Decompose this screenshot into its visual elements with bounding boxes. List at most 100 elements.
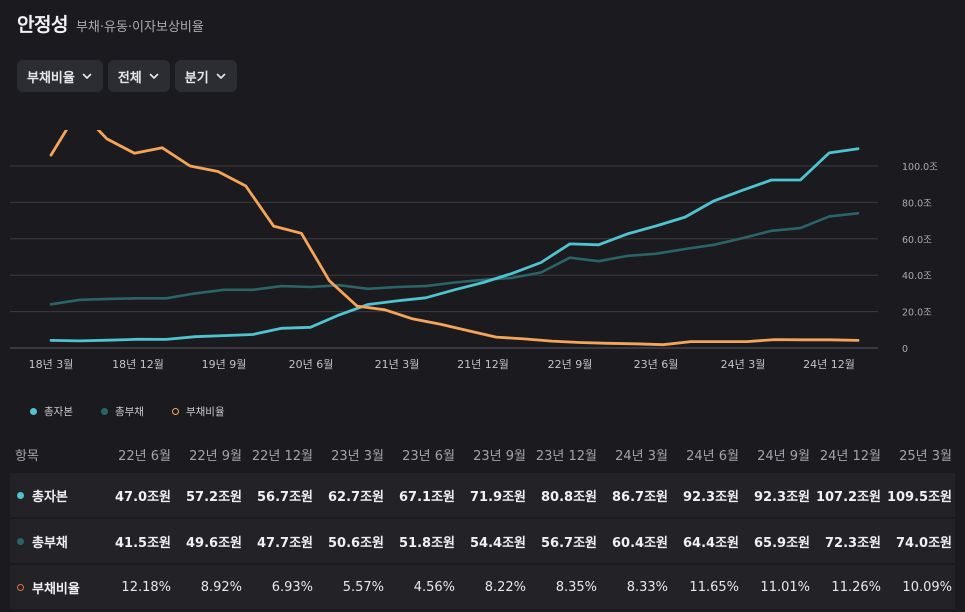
column-header: 24년 3월 [615, 448, 668, 464]
table-cell: 47.0조원 [115, 489, 171, 505]
table-cell: 56.7조원 [541, 535, 597, 551]
interval-dropdown[interactable]: 분기 [174, 60, 237, 92]
x-tick-label: 21년 3월 [375, 358, 420, 371]
chart-legend: 총자본 총부채 부채비율 [30, 404, 225, 419]
legend-label: 총자본 [44, 406, 73, 418]
row-label: 부채비율 [32, 581, 80, 597]
table-row-total-capital[interactable]: 총자본 47.0조원 57.2조원 56.7조원 62.7조원 67.1조원 7… [10, 473, 955, 517]
row-ring-icon [17, 583, 24, 591]
page-title: 안정성 [17, 14, 68, 36]
column-header: 23년 9월 [473, 448, 526, 464]
table-cell: 72.3조원 [825, 535, 881, 551]
column-header: 24년 9월 [757, 448, 810, 464]
table-header-row: 항목 22년 6월 22년 9월 22년 12월 23년 3월 23년 6월 2… [10, 435, 955, 473]
series-line-total-debt[interactable] [49, 212, 860, 306]
table-cell: 8.22% [484, 579, 526, 595]
table-cell: 80.8조원 [541, 489, 597, 505]
row-label-cell: 총자본 [10, 486, 100, 505]
legend-ring-icon [171, 408, 179, 415]
legend-item-total-debt[interactable]: 총부채 [100, 404, 144, 419]
table-cell: 67.1조원 [399, 489, 455, 505]
page-subtitle: 부채·유동·이자보상비율 [75, 20, 204, 35]
x-tick-label: 22년 9월 [548, 358, 593, 371]
x-tick-label: 21년 12월 [457, 358, 509, 371]
x-tick-label: 20년 6월 [289, 358, 334, 371]
chevron-down-icon [216, 73, 225, 79]
table-cell: 107.2조원 [815, 489, 881, 505]
table-cell: 57.2조원 [186, 489, 242, 505]
table-cell: 8.35% [555, 579, 597, 595]
table-cell: 50.6조원 [328, 535, 384, 551]
legend-item-debt-ratio[interactable]: 부채비율 [171, 404, 225, 419]
legend-dot-icon [30, 408, 37, 415]
column-header: 23년 6월 [402, 448, 455, 464]
row-dot-icon [17, 537, 24, 545]
table-row-debt-ratio[interactable]: 부채비율 12.18% 8.92% 6.93% 5.57% 4.56% 8.22… [10, 565, 955, 609]
table-cell: 8.33% [626, 579, 668, 595]
y-tick-label: 80.0조 [902, 198, 932, 209]
series-line-debt-ratio[interactable] [49, 130, 860, 347]
row-label: 총자본 [32, 489, 68, 505]
table-cell: 6.93% [271, 579, 313, 595]
table-cell: 41.5조원 [115, 535, 171, 551]
column-header: 22년 6월 [118, 448, 171, 464]
table-cell: 8.92% [200, 579, 242, 595]
column-header: 24년 12월 [819, 448, 881, 464]
page-header: 안정성 부채·유동·이자보상비율 [17, 10, 204, 37]
chevron-down-icon [82, 73, 92, 79]
interval-dropdown-label: 분기 [184, 70, 209, 86]
table-cell: 10.09% [902, 579, 952, 595]
x-tick-label: 24년 3월 [721, 358, 766, 371]
x-tick-label: 19년 9월 [202, 358, 247, 371]
row-label-cell: 총부채 [10, 532, 100, 551]
metric-dropdown-label: 부채비율 [27, 70, 75, 86]
filter-bar: 부채비율 전체 분기 [17, 60, 237, 92]
row-dot-icon [17, 491, 24, 499]
column-header: 22년 9월 [189, 448, 242, 464]
row-label-cell: 부채비율 [10, 578, 100, 597]
legend-item-total-capital[interactable]: 총자본 [30, 404, 73, 419]
table-cell: 86.7조원 [612, 489, 668, 505]
metric-dropdown[interactable]: 부채비율 [17, 60, 103, 92]
legend-dot-icon [100, 408, 108, 415]
y-tick-label: 0 [902, 344, 908, 355]
table-cell: 47.7조원 [257, 535, 313, 551]
table-cell: 4.56% [413, 579, 455, 595]
y-tick-label: 40.0조 [902, 271, 932, 282]
period-range-dropdown-label: 전체 [117, 70, 142, 86]
chevron-down-icon [149, 73, 159, 79]
legend-label: 총부채 [114, 406, 144, 418]
period-range-dropdown[interactable]: 전체 [107, 60, 170, 92]
table-cell: 11.26% [831, 579, 881, 595]
table-cell: 74.0조원 [896, 535, 952, 551]
table-header-item: 항목 [15, 448, 39, 464]
table-cell: 65.9조원 [754, 535, 810, 551]
column-header: 23년 12월 [535, 448, 597, 464]
column-header: 23년 3월 [331, 448, 384, 464]
table-cell: 64.4조원 [683, 535, 739, 551]
x-tick-label: 24년 12월 [803, 358, 855, 371]
data-table: 항목 22년 6월 22년 9월 22년 12월 23년 3월 23년 6월 2… [10, 435, 955, 611]
series-line-total-capital[interactable] [49, 147, 860, 343]
table-row-total-debt[interactable]: 총부채 41.5조원 49.6조원 47.7조원 50.6조원 51.8조원 5… [10, 519, 955, 563]
y-tick-label: 100.0조 [902, 162, 938, 173]
row-label: 총부채 [32, 535, 68, 551]
table-cell: 60.4조원 [612, 535, 668, 551]
table-cell: 109.5조원 [886, 489, 952, 505]
table-cell: 51.8조원 [399, 535, 455, 551]
table-cell: 5.57% [342, 579, 384, 595]
table-cell: 92.3조원 [754, 489, 810, 505]
table-cell: 71.9조원 [470, 489, 526, 505]
x-tick-label: 18년 3월 [29, 358, 74, 371]
column-header: 22년 12월 [251, 448, 313, 464]
table-cell: 92.3조원 [683, 489, 739, 505]
table-cell: 56.7조원 [257, 489, 313, 505]
x-tick-label: 23년 6월 [634, 358, 679, 371]
table-cell: 62.7조원 [328, 489, 384, 505]
table-cell: 12.18% [121, 579, 171, 595]
stability-line-chart[interactable]: 0 20.0조 40.0조 60.0조 80.0조 100.0조 18년 3월 18년 12월… [0, 130, 965, 390]
column-header: 25년 3월 [899, 448, 952, 464]
y-tick-label: 20.0조 [902, 308, 932, 319]
legend-label: 부채비율 [185, 406, 225, 418]
column-header: 24년 6월 [686, 448, 739, 464]
